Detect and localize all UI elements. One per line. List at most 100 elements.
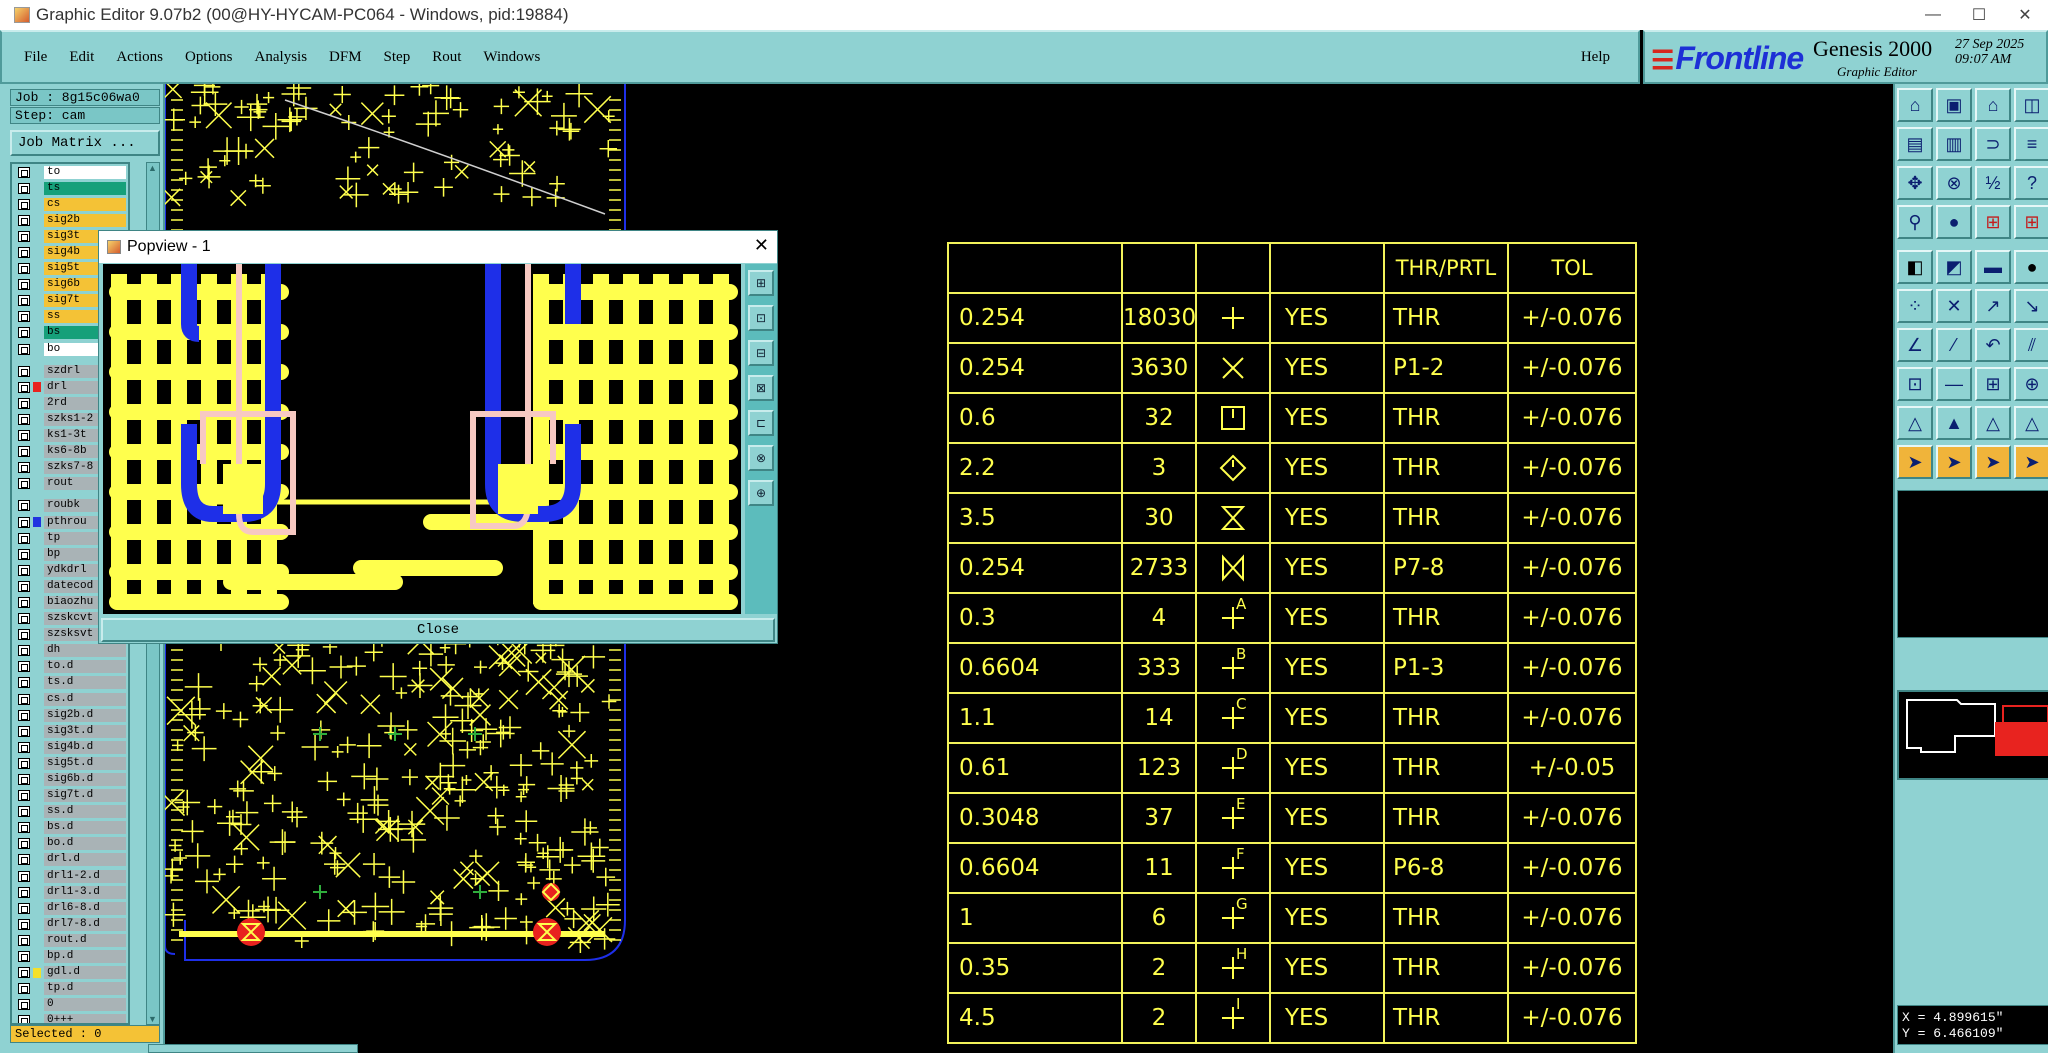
layer-checkbox[interactable] bbox=[18, 886, 30, 898]
tool-button-icon[interactable]: ? bbox=[2014, 166, 2048, 200]
tool-button-icon[interactable]: ▣ bbox=[1936, 88, 1972, 122]
layer-name[interactable]: drl7-8.d bbox=[44, 917, 126, 931]
layer-checkbox[interactable] bbox=[18, 774, 30, 786]
overview-map[interactable] bbox=[1897, 690, 2048, 780]
layer-name[interactable]: to.d bbox=[44, 660, 126, 674]
tool-button-icon[interactable]: ◧ bbox=[1897, 250, 1933, 284]
layer-name[interactable]: drl1-3.d bbox=[44, 885, 126, 899]
tool-button-icon[interactable]: ⊞ bbox=[2014, 205, 2048, 239]
tool-button-icon[interactable]: — bbox=[1936, 367, 1972, 401]
layer-name[interactable]: sig6b.d bbox=[44, 773, 126, 787]
layer-row[interactable]: ts bbox=[12, 180, 128, 196]
layer-checkbox[interactable] bbox=[18, 725, 30, 737]
tool-button-icon[interactable]: △ bbox=[1975, 406, 2011, 440]
tool-button-icon[interactable]: ▤ bbox=[1897, 127, 1933, 161]
menu-options[interactable]: Options bbox=[185, 48, 233, 65]
layer-name[interactable]: dh bbox=[44, 644, 126, 658]
layer-name[interactable]: bs.d bbox=[44, 821, 126, 835]
layer-checkbox[interactable] bbox=[18, 870, 30, 882]
tool-button-icon[interactable]: ↶ bbox=[1975, 328, 2011, 362]
layer-row[interactable]: sig2b.d bbox=[12, 707, 128, 723]
tool-button-icon[interactable]: ½ bbox=[1975, 166, 2011, 200]
layer-checkbox[interactable] bbox=[18, 838, 30, 850]
tool-button-icon[interactable]: ⊡ bbox=[1897, 367, 1933, 401]
popview-tool-button[interactable]: ⊏ bbox=[748, 410, 774, 436]
tool-button-icon[interactable]: ⁄ bbox=[1936, 328, 1972, 362]
tool-button-icon[interactable]: △ bbox=[2014, 406, 2048, 440]
layer-row[interactable]: 0 bbox=[12, 997, 128, 1013]
popview-tool-button[interactable]: ⊕ bbox=[748, 480, 774, 506]
layer-checkbox[interactable] bbox=[18, 757, 30, 769]
layer-name[interactable]: tp.d bbox=[44, 982, 126, 996]
menu-windows[interactable]: Windows bbox=[483, 48, 541, 65]
popview-canvas[interactable] bbox=[103, 264, 741, 614]
layer-name[interactable]: sig2b bbox=[44, 213, 126, 227]
layer-checkbox[interactable] bbox=[18, 790, 30, 802]
tool-button-icon[interactable]: ● bbox=[2014, 250, 2048, 284]
close-button[interactable]: ✕ bbox=[2018, 7, 2032, 24]
popview-close-icon[interactable]: ✕ bbox=[753, 235, 769, 255]
tool-button-icon[interactable]: ⁘ bbox=[1897, 289, 1933, 323]
layer-checkbox[interactable] bbox=[18, 279, 30, 291]
layer-name[interactable]: sig3t.d bbox=[44, 724, 126, 738]
layer-checkbox[interactable] bbox=[18, 613, 30, 625]
layer-checkbox[interactable] bbox=[18, 478, 30, 490]
layer-checkbox[interactable] bbox=[18, 327, 30, 339]
layer-checkbox[interactable] bbox=[18, 247, 30, 259]
layer-row[interactable]: sig2b bbox=[12, 212, 128, 228]
layer-checkbox[interactable] bbox=[18, 343, 30, 355]
layer-name[interactable]: cs bbox=[44, 197, 126, 211]
layer-name[interactable]: 0+++ bbox=[44, 1014, 126, 1023]
layer-name[interactable]: ts bbox=[44, 181, 126, 195]
popview-tool-button[interactable]: ⊠ bbox=[748, 375, 774, 401]
layer-checkbox[interactable] bbox=[18, 999, 30, 1011]
popview-tool-button[interactable]: ⊟ bbox=[748, 340, 774, 366]
tool-button-icon[interactable]: ⊗ bbox=[1936, 166, 1972, 200]
tool-button-icon[interactable]: ➤ bbox=[1897, 445, 1933, 479]
layer-row[interactable]: sig6b.d bbox=[12, 771, 128, 787]
layer-checkbox[interactable] bbox=[18, 709, 30, 721]
menu-actions[interactable]: Actions bbox=[116, 48, 164, 65]
job-matrix-button[interactable]: Job Matrix ... bbox=[10, 130, 160, 156]
layer-row[interactable]: to bbox=[12, 164, 128, 180]
layer-name[interactable]: sig2b.d bbox=[44, 708, 126, 722]
layer-checkbox[interactable] bbox=[18, 446, 30, 458]
menu-step[interactable]: Step bbox=[383, 48, 411, 65]
layer-row[interactable]: drl1-3.d bbox=[12, 884, 128, 900]
tool-button-icon[interactable]: ✕ bbox=[1936, 289, 1972, 323]
tool-button-icon[interactable]: ◩ bbox=[1936, 250, 1972, 284]
radar-view[interactable] bbox=[1897, 490, 2048, 638]
layer-checkbox[interactable] bbox=[18, 263, 30, 275]
layer-row[interactable]: drl.d bbox=[12, 852, 128, 868]
horizontal-scrollbar[interactable] bbox=[148, 1044, 358, 1053]
layer-checkbox[interactable] bbox=[18, 397, 30, 409]
menu-edit[interactable]: Edit bbox=[69, 48, 95, 65]
layer-row[interactable]: bo.d bbox=[12, 836, 128, 852]
layer-checkbox[interactable] bbox=[18, 381, 30, 393]
layer-row[interactable]: sig3t.d bbox=[12, 723, 128, 739]
layer-checkbox[interactable] bbox=[18, 918, 30, 930]
layer-row[interactable]: drl1-2.d bbox=[12, 868, 128, 884]
tool-button-icon[interactable]: ▥ bbox=[1936, 127, 1972, 161]
layer-name[interactable]: bp.d bbox=[44, 950, 126, 964]
layer-checkbox[interactable] bbox=[18, 1015, 30, 1023]
layer-row[interactable]: ts.d bbox=[12, 675, 128, 691]
tool-button-icon[interactable]: ↘ bbox=[2014, 289, 2048, 323]
layer-row[interactable]: to.d bbox=[12, 659, 128, 675]
menu-file[interactable]: File bbox=[24, 48, 48, 65]
tool-button-icon[interactable]: ● bbox=[1936, 205, 1972, 239]
tool-button-icon[interactable]: ⌂ bbox=[1975, 88, 2011, 122]
tool-button-icon[interactable]: ▲ bbox=[1936, 406, 1972, 440]
maximize-button[interactable]: ☐ bbox=[1971, 7, 1987, 24]
menu-dfm[interactable]: DFM bbox=[329, 48, 362, 65]
layer-checkbox[interactable] bbox=[18, 532, 30, 544]
tool-button-icon[interactable]: △ bbox=[1897, 406, 1933, 440]
tool-button-icon[interactable]: ⊃ bbox=[1975, 127, 2011, 161]
tool-button-icon[interactable]: ≡ bbox=[2014, 127, 2048, 161]
layer-row[interactable]: bp.d bbox=[12, 949, 128, 965]
layer-checkbox[interactable] bbox=[18, 214, 30, 226]
layer-row[interactable]: ss.d bbox=[12, 804, 128, 820]
layer-checkbox[interactable] bbox=[18, 564, 30, 576]
layer-name[interactable]: bo.d bbox=[44, 837, 126, 851]
layer-checkbox[interactable] bbox=[18, 661, 30, 673]
